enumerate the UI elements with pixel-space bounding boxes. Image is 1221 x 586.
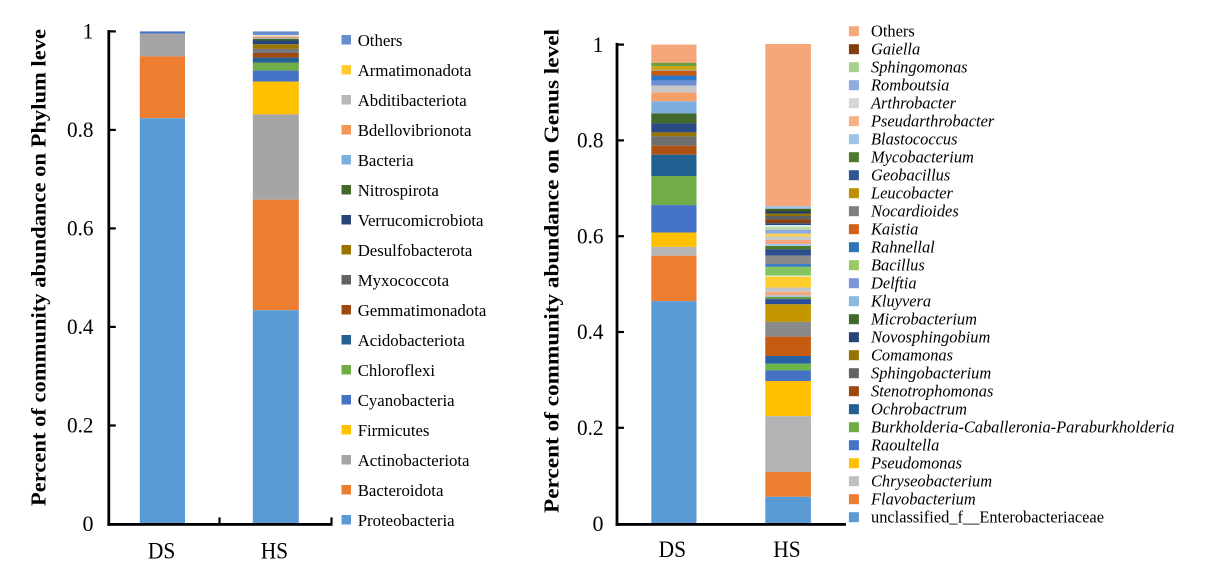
svg-text:Romboutsia: Romboutsia bbox=[870, 76, 949, 95]
svg-text:Sphingomonas: Sphingomonas bbox=[871, 58, 968, 77]
svg-text:Geobacillus: Geobacillus bbox=[871, 166, 950, 185]
svg-text:Percent of community abundance: Percent of community abundance on Genus … bbox=[539, 29, 563, 513]
svg-text:Nocardioides: Nocardioides bbox=[870, 202, 959, 221]
svg-text:Gemmatimonadota: Gemmatimonadota bbox=[358, 301, 487, 320]
svg-text:Microbacterium: Microbacterium bbox=[870, 310, 977, 329]
svg-text:Gaiella: Gaiella bbox=[871, 40, 920, 59]
svg-text:Pseudarthrobacter: Pseudarthrobacter bbox=[870, 112, 995, 131]
svg-text:Raoultella: Raoultella bbox=[870, 436, 939, 455]
svg-text:Others: Others bbox=[871, 22, 915, 41]
svg-text:0.2: 0.2 bbox=[577, 415, 604, 440]
svg-text:Novosphingobium: Novosphingobium bbox=[870, 328, 990, 347]
svg-text:Proteobacteria: Proteobacteria bbox=[358, 511, 455, 530]
svg-text:Verrucomicrobiota: Verrucomicrobiota bbox=[358, 211, 484, 230]
svg-text:Desulfobacterota: Desulfobacterota bbox=[358, 241, 473, 260]
svg-text:Pseudomonas: Pseudomonas bbox=[870, 454, 962, 473]
svg-text:DS: DS bbox=[148, 539, 175, 564]
svg-text:Myxococcota: Myxococcota bbox=[358, 271, 450, 290]
svg-text:Actinobacteriota: Actinobacteriota bbox=[358, 451, 470, 470]
svg-text:0.6: 0.6 bbox=[67, 216, 94, 241]
svg-text:0.4: 0.4 bbox=[577, 319, 604, 344]
svg-text:HS: HS bbox=[773, 537, 800, 562]
svg-text:Sphingobacterium: Sphingobacterium bbox=[871, 364, 991, 383]
svg-text:Bacillus: Bacillus bbox=[871, 256, 925, 275]
svg-text:Acidobacteriota: Acidobacteriota bbox=[358, 331, 466, 350]
svg-text:Leucobacter: Leucobacter bbox=[870, 184, 954, 203]
svg-text:Abditibacteriota: Abditibacteriota bbox=[358, 91, 468, 110]
svg-text:Kluyvera: Kluyvera bbox=[870, 292, 931, 311]
svg-text:1: 1 bbox=[83, 19, 94, 44]
svg-text:Kaistia: Kaistia bbox=[870, 220, 918, 239]
svg-text:Bacteria: Bacteria bbox=[358, 151, 414, 170]
svg-text:Chloroflexi: Chloroflexi bbox=[358, 361, 436, 380]
svg-text:0.8: 0.8 bbox=[577, 128, 604, 153]
svg-text:1: 1 bbox=[593, 32, 604, 57]
svg-text:Comamonas: Comamonas bbox=[871, 346, 953, 365]
svg-text:Ochrobactrum: Ochrobactrum bbox=[871, 400, 967, 419]
svg-text:Armatimonadota: Armatimonadota bbox=[358, 61, 472, 80]
svg-text:Flavobacterium: Flavobacterium bbox=[870, 490, 976, 509]
svg-text:Arthrobacter: Arthrobacter bbox=[870, 94, 957, 113]
svg-text:Percent of community abundance: Percent of community abundance on Phylum… bbox=[26, 29, 50, 506]
svg-text:DS: DS bbox=[659, 537, 686, 562]
svg-text:HS: HS bbox=[261, 539, 288, 564]
svg-text:Mycobacterium: Mycobacterium bbox=[870, 148, 974, 167]
svg-text:Firmicutes: Firmicutes bbox=[358, 421, 430, 440]
svg-text:Burkholderia-Caballeronia-Para: Burkholderia-Caballeronia-Paraburkholder… bbox=[871, 418, 1175, 437]
svg-text:Bdellovibrionota: Bdellovibrionota bbox=[358, 121, 472, 140]
svg-text:Delftia: Delftia bbox=[870, 274, 917, 293]
svg-text:Others: Others bbox=[358, 31, 403, 50]
svg-text:0.8: 0.8 bbox=[67, 117, 94, 142]
svg-text:0.6: 0.6 bbox=[577, 223, 604, 248]
svg-text:Stenotrophomonas: Stenotrophomonas bbox=[871, 382, 993, 401]
svg-text:Bacteroidota: Bacteroidota bbox=[358, 481, 444, 500]
svg-text:0: 0 bbox=[83, 511, 94, 536]
svg-text:0.2: 0.2 bbox=[67, 413, 94, 438]
svg-text:Rahnellal: Rahnellal bbox=[870, 238, 935, 257]
svg-text:Chryseobacterium: Chryseobacterium bbox=[871, 472, 992, 491]
svg-text:Cyanobacteria: Cyanobacteria bbox=[358, 391, 455, 410]
svg-text:0.4: 0.4 bbox=[67, 314, 94, 339]
svg-text:Nitrospirota: Nitrospirota bbox=[358, 181, 440, 200]
svg-text:unclassified_f__Enterobacteria: unclassified_f__Enterobacteriaceae bbox=[871, 508, 1104, 527]
svg-text:0: 0 bbox=[593, 511, 604, 536]
svg-text:Blastococcus: Blastococcus bbox=[871, 130, 957, 149]
